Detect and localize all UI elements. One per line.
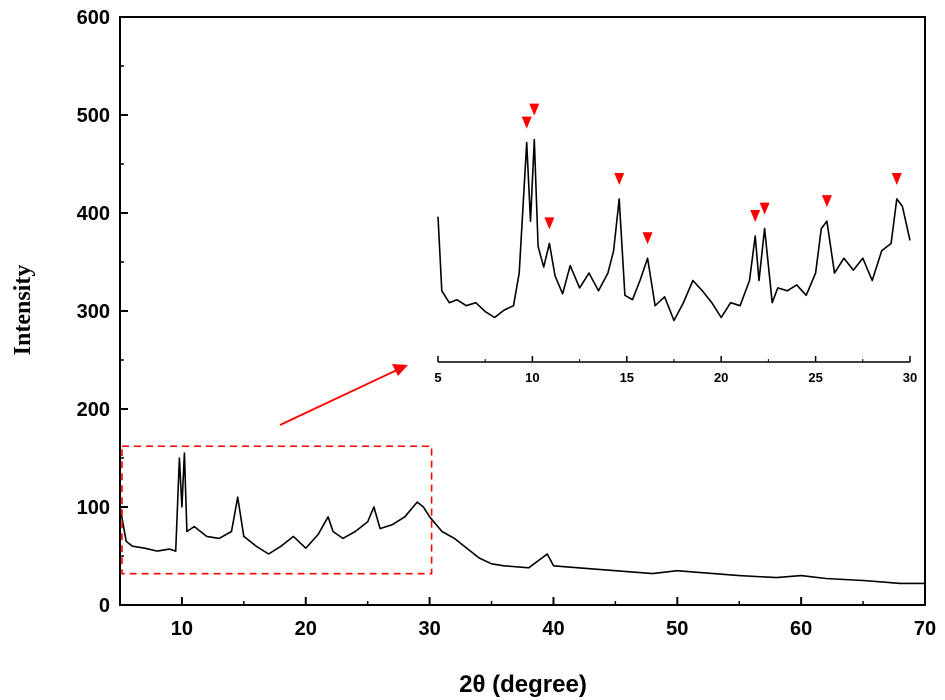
inset-x-tick-label: 30 <box>903 370 917 385</box>
y-tick-label: 100 <box>77 497 110 519</box>
x-tick-label: 50 <box>666 618 688 640</box>
zoom-region-box <box>121 445 433 575</box>
x-tick-label: 60 <box>790 618 812 640</box>
x-tick-label: 10 <box>171 618 193 640</box>
inset-x-tick-label: 20 <box>714 370 728 385</box>
y-tick-label: 500 <box>77 105 110 127</box>
peak-marker <box>759 202 770 215</box>
y-axis-title: Intensity <box>10 265 36 356</box>
x-tick-label: 30 <box>418 618 440 640</box>
zoom-arrow <box>279 369 398 426</box>
x-tick-label: 40 <box>542 618 564 640</box>
x-axis-title: 2θ (degree) <box>459 671 587 698</box>
inset-x-tick-label: 10 <box>525 370 539 385</box>
peak-marker <box>614 172 625 185</box>
inset-x-tick-label: 25 <box>808 370 822 385</box>
peak-marker <box>891 172 902 185</box>
y-tick-label: 600 <box>77 7 110 29</box>
inset-plot: 5 10 15 20 25 30 <box>434 103 917 385</box>
peak-marker <box>821 195 832 208</box>
main-plot: 10 20 30 40 50 60 70 0 100 200 300 400 500 600 <box>77 7 937 640</box>
y-tick-label: 300 <box>77 301 110 323</box>
inset-series-line <box>437 138 911 322</box>
peak-marker <box>544 217 555 230</box>
zoom-arrow-head <box>392 364 408 376</box>
y-tick-label: 0 <box>99 595 110 617</box>
inset-x-tick-label: 15 <box>620 370 634 385</box>
inset-x-tick-label: 5 <box>434 370 441 385</box>
y-tick-label: 200 <box>77 399 110 421</box>
peak-marker <box>529 103 540 116</box>
peak-marker <box>642 232 653 245</box>
x-tick-label: 70 <box>914 618 936 640</box>
y-tick-label: 400 <box>77 203 110 225</box>
peak-marker <box>750 210 761 222</box>
x-tick-label: 20 <box>295 618 317 640</box>
series-line <box>119 452 925 585</box>
peak-marker <box>521 116 532 129</box>
